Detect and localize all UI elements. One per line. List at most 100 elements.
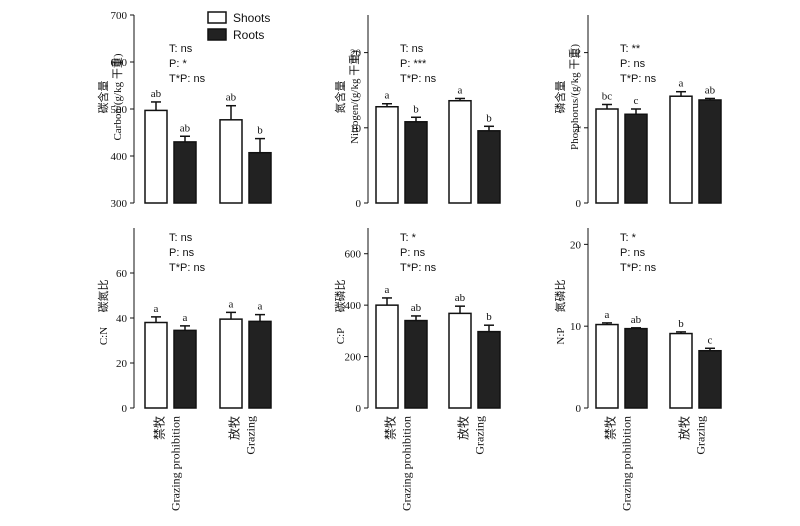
x-category-label-zh: 禁牧 <box>384 416 398 440</box>
legend-label-shoots: Shoots <box>233 11 270 25</box>
y-tick-label: 20 <box>350 48 362 60</box>
x-category-label-en: Grazing <box>244 416 258 455</box>
bar-roots <box>404 319 428 409</box>
bar-shoots <box>375 105 399 204</box>
significance-letter: ab <box>631 314 642 326</box>
y-tick-label: 500 <box>111 104 128 116</box>
significance-letter: ab <box>455 292 466 304</box>
y-axis-label-zh: 氮含量 <box>333 81 347 114</box>
y-axis-label-en: C:N <box>98 327 110 345</box>
y-axis-label-zh: 氮磷比 <box>553 280 567 313</box>
y-tick-label: 400 <box>111 151 128 163</box>
y-tick-label: 0 <box>356 198 362 210</box>
legend-swatch-shoots <box>207 11 227 24</box>
y-axis-label-zh: 碳氮比 <box>96 280 110 313</box>
stat-label: T: * <box>620 232 637 244</box>
y-axis-label-en: Nitrogen/(g/kg 干重) <box>347 50 361 144</box>
significance-letter: a <box>385 284 390 296</box>
significance-letter: ab <box>151 88 162 100</box>
x-category-label-en: Grazing <box>694 416 708 455</box>
bar-roots <box>624 327 648 409</box>
stat-label: T*P: ns <box>400 262 437 274</box>
y-axis-label-en: C:P <box>335 328 347 345</box>
y-tick-label: 0 <box>576 198 582 210</box>
x-category-label-zh: 放牧 <box>677 416 692 440</box>
significance-letter: c <box>708 334 713 346</box>
significance-letter: b <box>413 103 419 115</box>
stat-label: P: ns <box>400 247 426 259</box>
stat-label: T: ns <box>169 43 193 55</box>
significance-letter: a <box>605 309 610 321</box>
significance-letter: a <box>458 84 463 96</box>
bar-shoots <box>144 109 168 204</box>
stat-label: T*P: ns <box>169 262 206 274</box>
significance-letter: a <box>154 303 159 315</box>
y-tick-label: 0 <box>576 403 582 415</box>
significance-letter: ab <box>705 84 716 96</box>
bar-shoots <box>669 332 693 409</box>
y-tick-label: 20 <box>116 358 128 370</box>
bar-roots <box>173 141 197 204</box>
stat-label: T: ** <box>620 43 641 55</box>
y-axis-label-zh: 碳含量 <box>96 81 110 114</box>
bar-shoots <box>448 312 472 409</box>
y-tick-label: 300 <box>111 198 128 210</box>
y-tick-label: 400 <box>345 300 362 312</box>
stat-label: P: ns <box>169 247 195 259</box>
x-category-label-en: Grazing prohibition <box>169 416 183 511</box>
bar-shoots <box>595 323 619 409</box>
chart-panel-2: 0 10 20 氮含量 Nitrogen/(g/kg 干重) a a b b T: ns P: **… <box>333 15 501 210</box>
significance-letter: a <box>229 298 234 310</box>
y-axis-label-zh: 磷含量 <box>553 81 567 114</box>
stat-label: T*P: ns <box>620 73 657 85</box>
y-tick-label: 2 <box>576 48 582 60</box>
significance-letter: b <box>678 318 684 330</box>
significance-letter: ab <box>411 302 422 314</box>
stat-label: T*P: ns <box>169 73 206 85</box>
stat-label: P: ns <box>620 58 646 70</box>
x-category-label-en: Grazing prohibition <box>620 416 634 511</box>
bar-shoots <box>375 304 399 409</box>
bar-roots <box>477 130 501 204</box>
bar-shoots <box>144 321 168 409</box>
x-category-label-zh: 放牧 <box>227 416 242 440</box>
stat-label: T*P: ns <box>620 262 657 274</box>
significance-letter: b <box>257 125 263 137</box>
bar-roots <box>624 113 648 204</box>
y-tick-label: 10 <box>570 321 582 333</box>
y-tick-label: 600 <box>111 57 128 69</box>
x-category-label-en: Grazing <box>473 416 487 455</box>
chart-panel-5: 0 200 400 600 碳磷比 C:P a ab ab b T: * P: ns T*P: ns <box>333 228 501 415</box>
significance-letter: bc <box>602 90 613 102</box>
stat-label: P: *** <box>400 58 427 70</box>
bar-shoots <box>669 95 693 204</box>
stat-label: T: ns <box>169 232 193 244</box>
bar-roots <box>248 151 272 204</box>
significance-letter: a <box>258 301 263 313</box>
stat-label: P: ns <box>620 247 646 259</box>
bar-shoots <box>219 119 243 204</box>
significance-letter: ab <box>180 122 191 134</box>
bar-roots <box>698 99 722 204</box>
legend-label-roots: Roots <box>233 28 264 42</box>
y-tick-label: 200 <box>345 352 362 364</box>
stat-label: T: ns <box>400 43 424 55</box>
stat-label: P: * <box>169 58 187 70</box>
significance-letter: c <box>634 95 639 107</box>
legend: Shoots Roots <box>207 11 270 42</box>
bar-shoots <box>448 99 472 204</box>
bar-roots <box>404 121 428 204</box>
y-tick-label: 60 <box>116 268 128 280</box>
y-tick-label: 20 <box>570 239 582 251</box>
y-axis-label-en: Carbon/(g/kg 干重) <box>110 53 124 140</box>
legend-swatch-roots <box>207 28 227 41</box>
y-tick-label: 0 <box>122 403 128 415</box>
y-tick-label: 40 <box>116 313 128 325</box>
stat-label: T: * <box>400 232 417 244</box>
y-tick-label: 10 <box>350 123 362 135</box>
bar-roots <box>173 329 197 409</box>
significance-letter: ab <box>226 92 237 104</box>
x-category-label-zh: 放牧 <box>456 416 471 440</box>
y-axis-label-en: N:P <box>555 327 567 344</box>
